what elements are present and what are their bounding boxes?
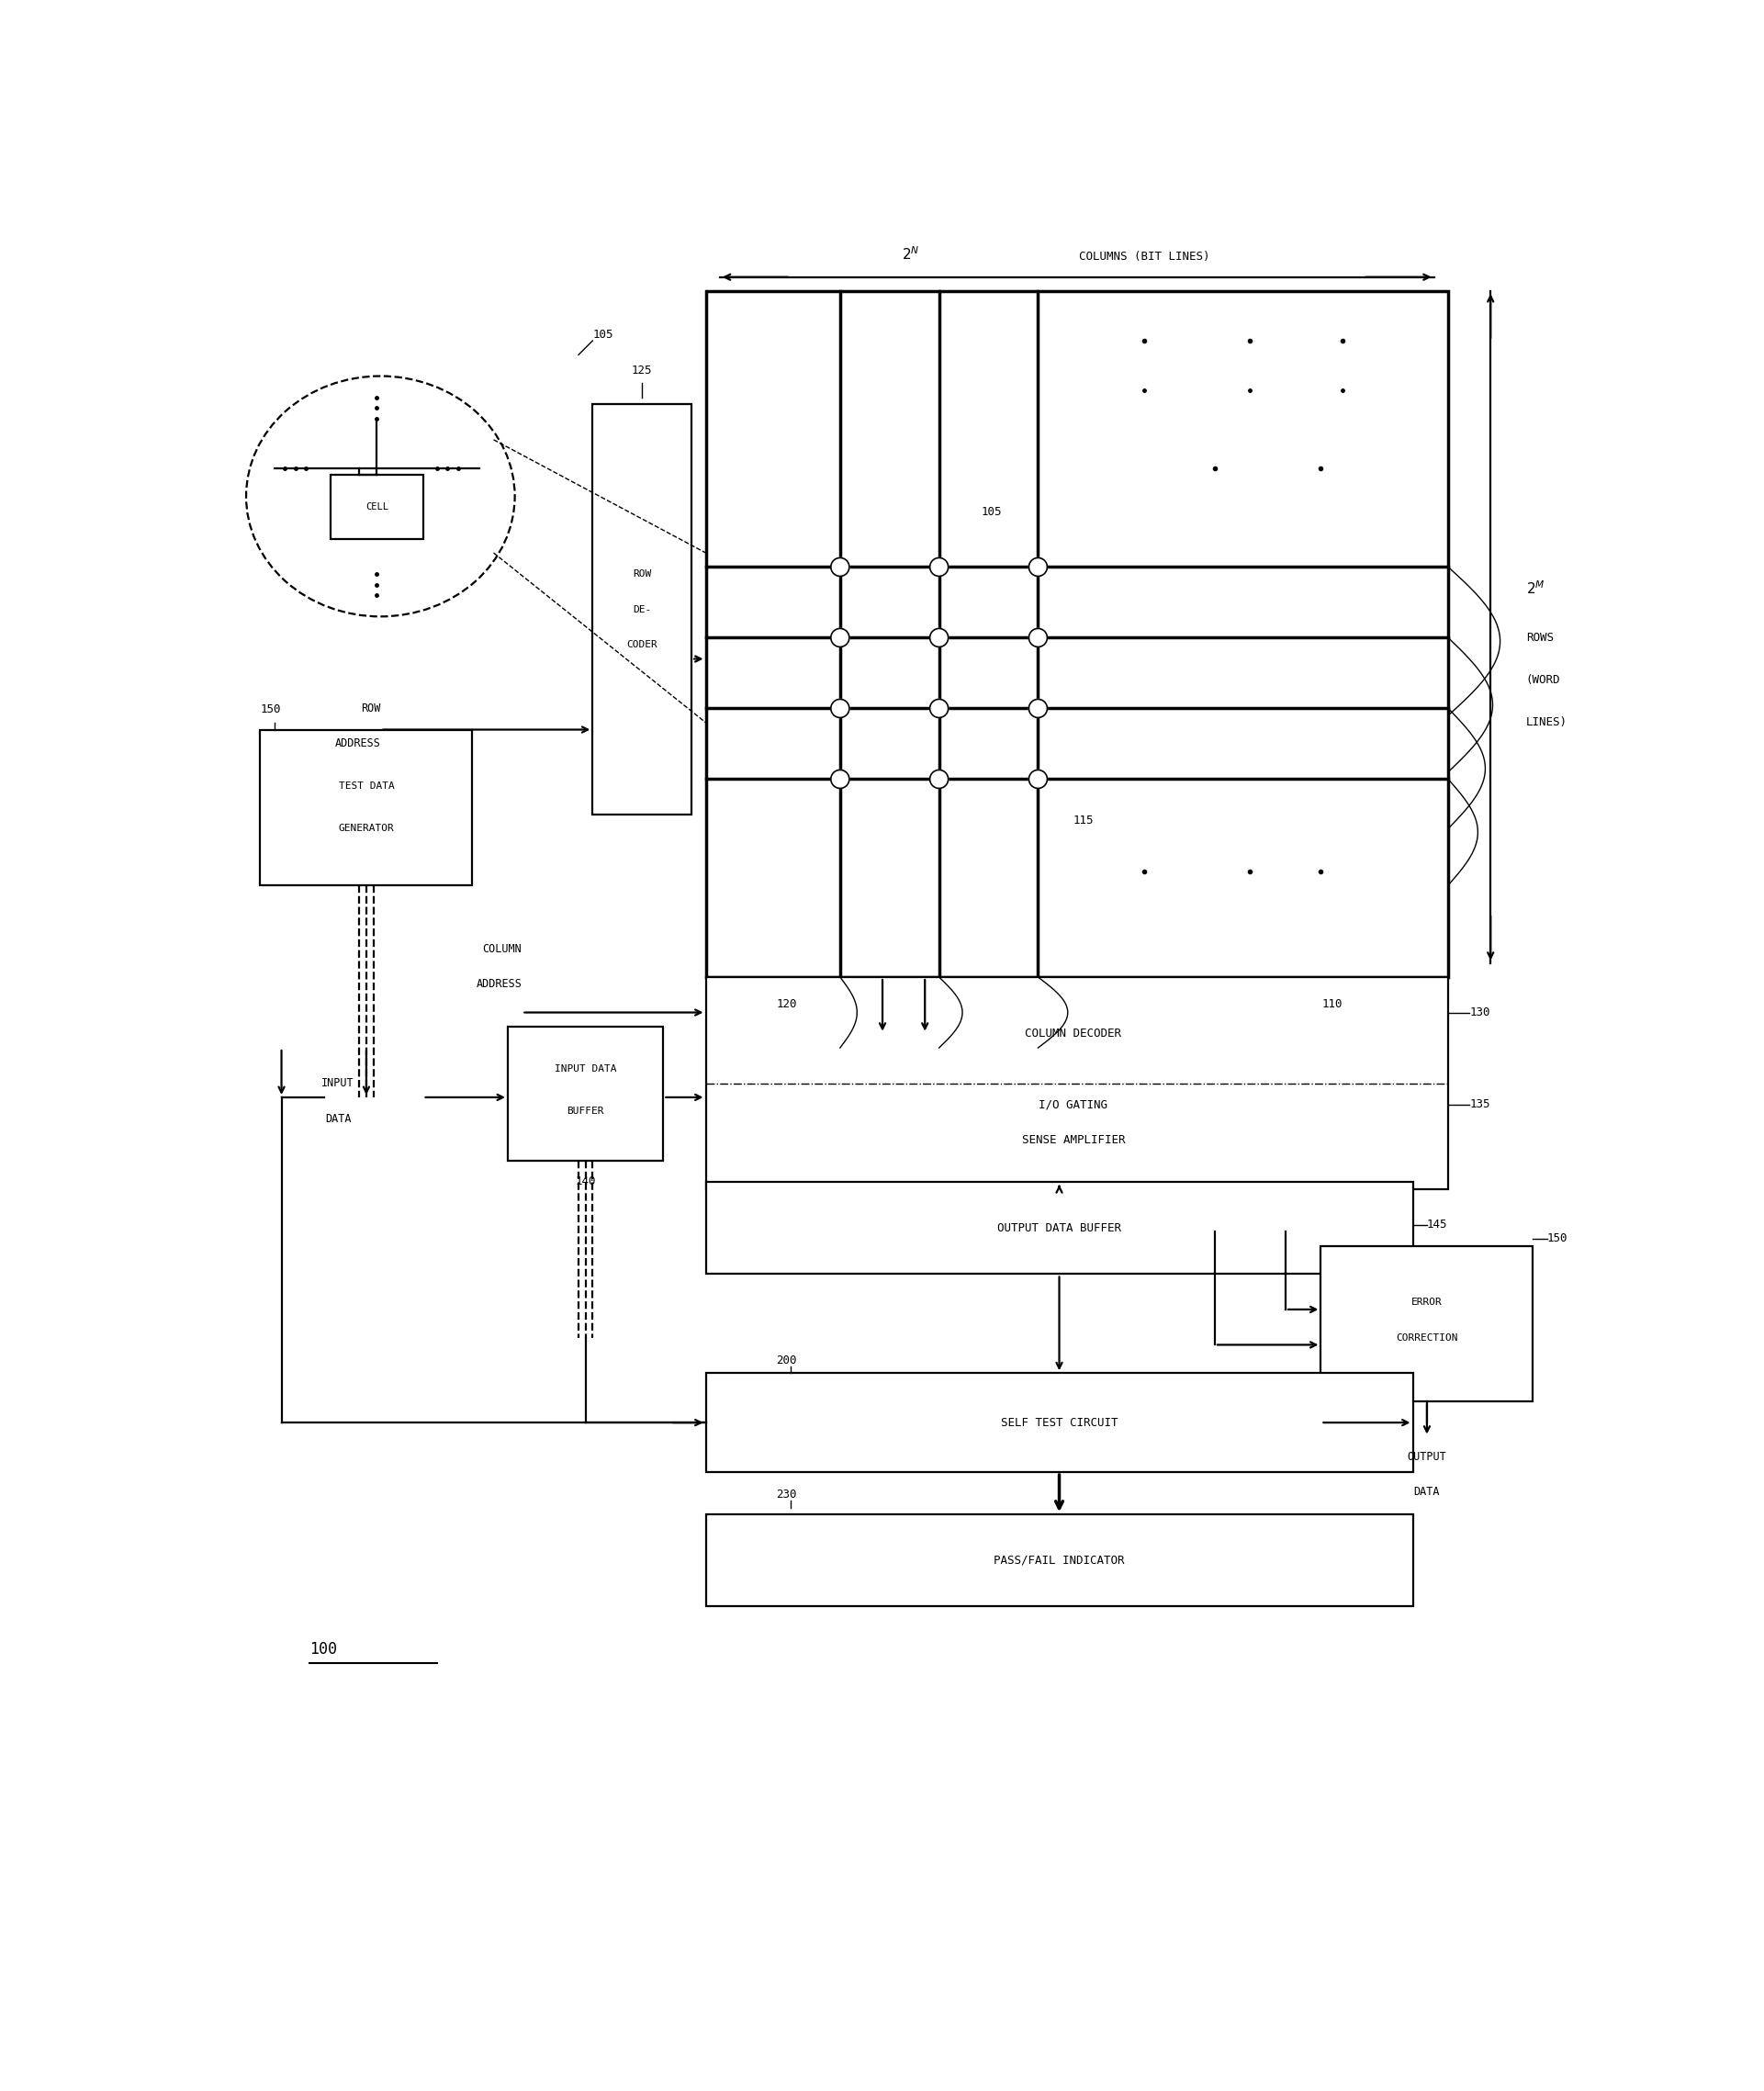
Text: 100: 100	[310, 1641, 337, 1658]
Text: ERROR: ERROR	[1411, 1299, 1443, 1307]
Text: DE-: DE-	[633, 604, 651, 615]
Text: OUTPUT: OUTPUT	[1408, 1451, 1446, 1464]
Text: COLUMNS (BIT LINES): COLUMNS (BIT LINES)	[1078, 251, 1210, 263]
Text: ROW: ROW	[362, 703, 381, 715]
Text: 230: 230	[776, 1489, 797, 1501]
Text: I/O GATING: I/O GATING	[1039, 1098, 1108, 1110]
Bar	[261, 730, 473, 884]
Text: 115: 115	[1073, 815, 1094, 826]
Bar	[706, 976, 1448, 1190]
Circle shape	[930, 698, 949, 717]
Bar	[332, 475, 423, 539]
Text: 110: 110	[1321, 997, 1342, 1010]
Text: INPUT DATA: INPUT DATA	[554, 1064, 616, 1073]
Circle shape	[1028, 629, 1048, 646]
Circle shape	[831, 698, 848, 717]
Text: SENSE AMPLIFIER: SENSE AMPLIFIER	[1021, 1133, 1125, 1146]
Text: 105: 105	[981, 506, 1002, 516]
Text: 140: 140	[575, 1175, 596, 1188]
Bar	[706, 1374, 1413, 1472]
Text: GENERATOR: GENERATOR	[339, 824, 393, 832]
Circle shape	[1028, 698, 1048, 717]
Text: 150: 150	[1547, 1234, 1568, 1244]
Circle shape	[1028, 558, 1048, 577]
Ellipse shape	[247, 376, 515, 617]
Text: COLUMN DECODER: COLUMN DECODER	[1025, 1027, 1122, 1039]
Text: DATA: DATA	[1413, 1487, 1439, 1497]
Bar	[706, 1514, 1413, 1606]
Text: CELL: CELL	[365, 502, 388, 512]
Text: 145: 145	[1427, 1219, 1448, 1232]
Text: SELF TEST CIRCUIT: SELF TEST CIRCUIT	[1000, 1416, 1118, 1428]
Circle shape	[930, 629, 949, 646]
Bar	[593, 404, 691, 815]
Text: 130: 130	[1469, 1006, 1491, 1018]
Text: PASS/FAIL INDICATOR: PASS/FAIL INDICATOR	[993, 1554, 1125, 1566]
Bar	[508, 1027, 663, 1161]
Circle shape	[831, 558, 848, 577]
Text: CORRECTION: CORRECTION	[1395, 1334, 1457, 1342]
Circle shape	[831, 769, 848, 788]
Text: 120: 120	[776, 997, 797, 1010]
Text: 150: 150	[261, 703, 280, 715]
Text: 125: 125	[632, 364, 653, 376]
Bar	[706, 291, 1448, 976]
Text: CODER: CODER	[626, 640, 658, 650]
Text: ROWS: ROWS	[1526, 631, 1554, 644]
Circle shape	[831, 629, 848, 646]
Text: ADDRESS: ADDRESS	[335, 738, 381, 751]
Text: (WORD: (WORD	[1526, 673, 1561, 686]
Bar	[706, 1181, 1413, 1273]
Circle shape	[930, 769, 949, 788]
Text: OUTPUT DATA BUFFER: OUTPUT DATA BUFFER	[997, 1221, 1122, 1234]
Text: COLUMN: COLUMN	[483, 943, 522, 956]
Text: LINES): LINES)	[1526, 717, 1566, 728]
Text: ROW: ROW	[633, 569, 651, 579]
Text: 135: 135	[1469, 1098, 1491, 1110]
Text: TEST DATA: TEST DATA	[339, 782, 393, 790]
Text: 200: 200	[776, 1355, 797, 1365]
Circle shape	[1028, 769, 1048, 788]
Text: DATA: DATA	[325, 1112, 351, 1125]
Text: INPUT: INPUT	[321, 1077, 355, 1089]
Text: $2^M$: $2^M$	[1526, 579, 1545, 596]
Text: $2^N$: $2^N$	[901, 247, 919, 263]
Circle shape	[930, 558, 949, 577]
Text: BUFFER: BUFFER	[566, 1106, 603, 1117]
Text: 105: 105	[593, 328, 614, 341]
Bar	[1321, 1246, 1533, 1401]
Text: ADDRESS: ADDRESS	[476, 979, 522, 991]
